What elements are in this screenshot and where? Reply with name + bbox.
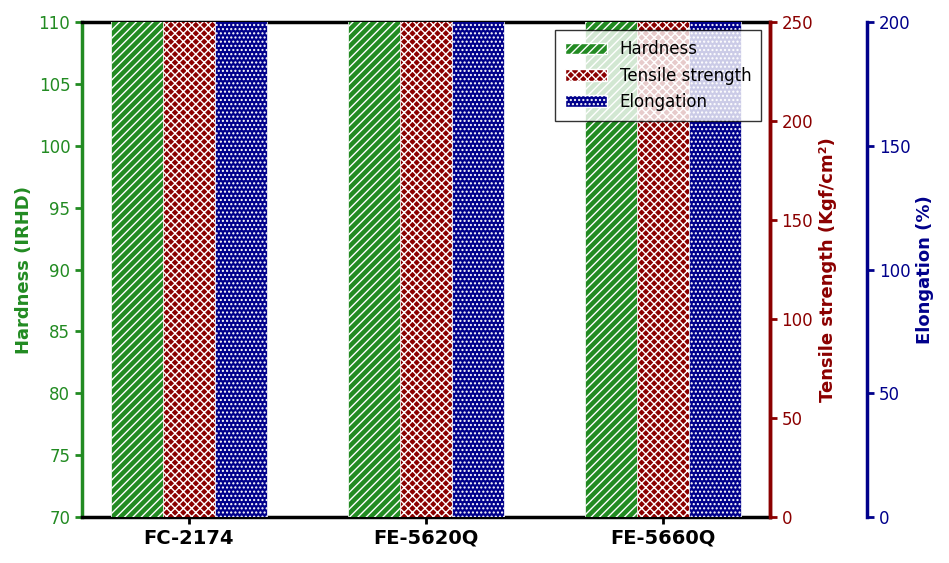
Bar	[452, 0, 504, 517]
Bar	[400, 0, 452, 517]
Bar	[162, 0, 214, 517]
Y-axis label: Tensile strength (Kgf/cm²): Tensile strength (Kgf/cm²)	[819, 137, 837, 402]
Bar	[347, 0, 400, 517]
Y-axis label: Elongation (%): Elongation (%)	[916, 195, 934, 344]
Bar	[214, 0, 267, 517]
Y-axis label: Hardness (IRHD): Hardness (IRHD)	[15, 186, 33, 354]
Bar	[689, 0, 741, 517]
Bar	[111, 0, 162, 517]
Legend: Hardness, Tensile strength, Elongation: Hardness, Tensile strength, Elongation	[555, 30, 761, 121]
Bar	[637, 0, 689, 517]
Bar	[585, 0, 637, 517]
